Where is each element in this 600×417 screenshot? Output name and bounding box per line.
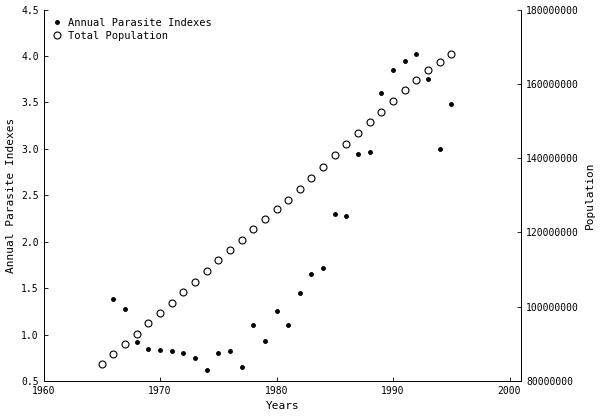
Annual Parasite Indexes [320,265,327,270]
Total Population [331,153,338,158]
Annual Parasite Indexes [273,309,280,314]
Total Population [262,216,269,221]
Total Population [215,258,222,263]
Total Population [191,279,199,284]
Annual Parasite Indexes [296,290,304,295]
Total Population [226,247,233,252]
Total Population [436,60,443,65]
Annual Parasite Indexes [401,58,408,63]
Total Population [157,310,164,315]
Total Population [98,361,106,366]
Annual Parasite Indexes [168,349,175,354]
Total Population [250,227,257,232]
X-axis label: Years: Years [266,402,299,412]
Total Population [320,164,327,169]
Total Population [413,78,420,83]
Total Population [378,109,385,114]
Annual Parasite Indexes [250,323,257,328]
Annual Parasite Indexes [215,351,222,356]
Y-axis label: Annual Parasite Indexes: Annual Parasite Indexes [5,118,16,273]
Total Population [296,186,304,191]
Annual Parasite Indexes [448,102,455,107]
Annual Parasite Indexes [203,367,210,372]
Total Population [203,269,210,274]
Total Population [424,68,431,73]
Annual Parasite Indexes [133,339,140,344]
Annual Parasite Indexes [238,364,245,369]
Annual Parasite Indexes [226,349,233,354]
Annual Parasite Indexes [355,151,362,156]
Total Population [145,321,152,326]
Total Population [355,131,362,136]
Total Population [366,120,373,125]
Annual Parasite Indexes [110,297,117,302]
Legend: Annual Parasite Indexes, Total Population: Annual Parasite Indexes, Total Populatio… [49,15,214,44]
Annual Parasite Indexes [389,68,397,73]
Line: Annual Parasite Indexes: Annual Parasite Indexes [110,50,455,373]
Annual Parasite Indexes [180,351,187,356]
Total Population [308,175,315,180]
Annual Parasite Indexes [413,52,420,57]
Annual Parasite Indexes [284,323,292,328]
Annual Parasite Indexes [122,306,129,311]
Annual Parasite Indexes [157,348,164,353]
Total Population [133,331,140,336]
Total Population [180,289,187,294]
Total Population [110,351,117,356]
Annual Parasite Indexes [343,213,350,218]
Line: Total Population: Total Population [98,50,455,367]
Total Population [343,141,350,146]
Total Population [168,300,175,305]
Total Population [401,87,408,92]
Annual Parasite Indexes [331,211,338,216]
Annual Parasite Indexes [308,272,315,277]
Annual Parasite Indexes [366,149,373,154]
Total Population [284,198,292,203]
Annual Parasite Indexes [436,146,443,151]
Total Population [273,207,280,212]
Total Population [122,341,129,346]
Annual Parasite Indexes [262,339,269,344]
Annual Parasite Indexes [424,77,431,82]
Total Population [448,51,455,56]
Total Population [238,237,245,242]
Annual Parasite Indexes [191,355,199,360]
Annual Parasite Indexes [378,90,385,95]
Annual Parasite Indexes [145,346,152,351]
Total Population [389,98,397,103]
Y-axis label: Population: Population [584,161,595,229]
